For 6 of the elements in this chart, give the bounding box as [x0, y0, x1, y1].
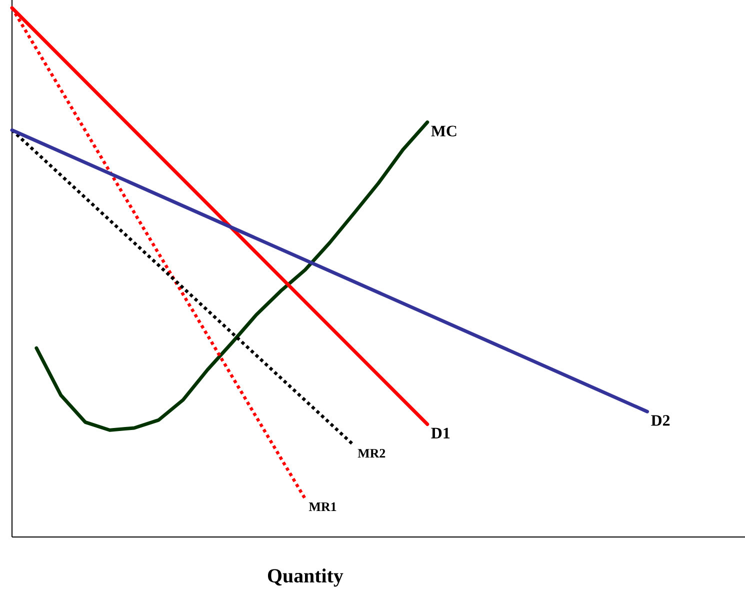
- series-label: MR1: [308, 502, 336, 511]
- x-axis-title: Quantity: [268, 568, 344, 587]
- series-label: MR2: [358, 448, 386, 458]
- series-label: D1: [431, 428, 450, 438]
- series-label: D2: [651, 415, 670, 426]
- series-label: MC: [431, 126, 456, 136]
